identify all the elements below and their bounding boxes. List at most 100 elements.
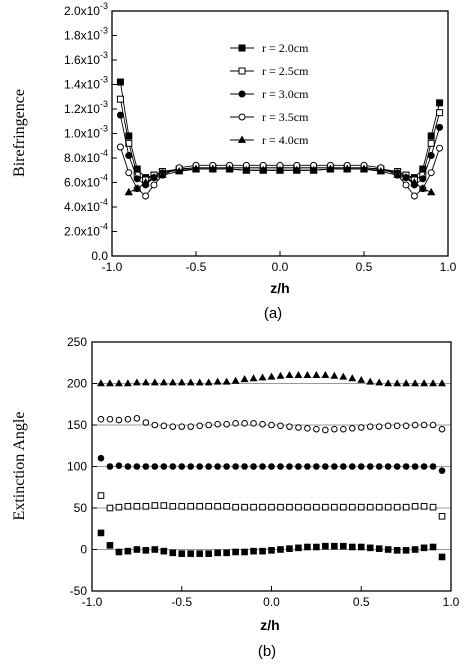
- panel-b-data-point: [402, 503, 410, 511]
- panel-a-data-point: [125, 169, 133, 177]
- panel-a-data-point: [141, 178, 150, 186]
- panel-b-data-point: [348, 503, 356, 511]
- panel-b-label: (b): [258, 643, 276, 660]
- panel-b-data-point: [232, 548, 239, 556]
- panel-b-data-point: [304, 543, 311, 551]
- panel-b-data-point: [438, 553, 446, 561]
- panel-a-data-point: [116, 78, 124, 86]
- panel-b-data-point: [420, 463, 428, 470]
- panel-b-data-point: [340, 425, 347, 433]
- panel-b-data-point: [384, 546, 392, 553]
- panel-b-data-point: [169, 423, 177, 430]
- panel-b-data-point: [411, 503, 419, 510]
- panel-b-data-point: [232, 463, 239, 470]
- panel-b-data-point: [177, 378, 186, 386]
- panel-b-data-point: [259, 420, 266, 428]
- panel-b-data-point: [277, 503, 284, 511]
- panel-a-series-5: [124, 164, 436, 196]
- panel-b-data-point: [160, 422, 168, 430]
- panel-b-data-point: [151, 546, 159, 553]
- panel-a-data-point: [436, 109, 444, 117]
- panel-b-data-point: [331, 503, 338, 511]
- panel-b-data-point: [160, 463, 168, 470]
- panel-b-data-point: [106, 415, 114, 423]
- panel-b-data-point: [322, 426, 329, 434]
- panel-b-data-point: [429, 379, 437, 387]
- panel-a-ytick-label: 1.6x10-3: [64, 50, 108, 67]
- panel-a-data-point: [149, 173, 159, 181]
- panel-b-data-point: [186, 378, 195, 386]
- panel-a-data-point: [292, 165, 301, 174]
- panel-b-data-point: [133, 546, 141, 553]
- panel-b-data-point: [195, 378, 204, 386]
- panel-b-data-point: [160, 502, 168, 509]
- panel-b-data-point: [268, 547, 275, 554]
- panel-b-data-point: [429, 503, 437, 511]
- legend-marker: [238, 44, 246, 52]
- panel-a-data-point: [142, 192, 150, 200]
- panel-b-data-point: [142, 419, 150, 426]
- panel-a-ytick-label: 8.0x10-4: [64, 148, 108, 165]
- panel-b-data-point: [97, 529, 105, 537]
- panel-a-data-point: [242, 165, 251, 174]
- panel-b-data-point: [115, 462, 123, 469]
- panel-b-data-point: [259, 463, 266, 470]
- panel-a-data-point: [436, 99, 444, 107]
- panel-a-label: (a): [264, 305, 282, 322]
- panel-b-data-point: [348, 425, 356, 432]
- panel-b-data-point: [393, 422, 401, 430]
- panel-b-data-point: [357, 503, 365, 511]
- legend-entry: r = 2.5cm: [262, 64, 309, 78]
- panel-b-data-point: [187, 463, 195, 470]
- panel-a: 0.0 2.0x10-4 4.0x10-4 6.0x10-4 8.0x10-4 1.0x1…: [11, 1, 457, 322]
- panel-b-series-1: [97, 529, 446, 561]
- panel-b-xlabel: z/h: [260, 617, 279, 633]
- panel-b-data-point: [312, 370, 321, 378]
- panel-a-xtick-label: 0.5: [356, 260, 373, 274]
- panel-a-data-point: [133, 184, 142, 192]
- panel-a-data-point: [191, 164, 201, 172]
- panel-b-data-point: [169, 549, 177, 557]
- panel-b-data-point: [303, 370, 312, 378]
- legend-marker: [237, 135, 247, 143]
- panel-a-data-point: [116, 143, 124, 151]
- panel-b-data-point: [178, 423, 186, 430]
- panel-b-data-point: [133, 463, 141, 470]
- panel-b-data-point: [97, 379, 105, 387]
- panel-b-data-point: [141, 378, 150, 386]
- panel-b-data-point: [366, 503, 374, 511]
- panel-b-data-point: [286, 463, 293, 470]
- panel-b-data-point: [223, 420, 230, 428]
- panel-b-data-point: [304, 503, 311, 511]
- panel-b-data-point: [178, 463, 186, 470]
- panel-a-ytick-label: 6.0x10-4: [64, 173, 108, 190]
- legend-entry: r = 2.0cm: [262, 41, 309, 55]
- panel-a-xlabel: z/h: [270, 280, 289, 296]
- panel-b-data-point: [402, 463, 410, 470]
- panel-b-data-point: [384, 422, 392, 430]
- panel-b-data-point: [402, 547, 410, 554]
- panel-b-data-point: [160, 547, 168, 555]
- panel-b-data-point: [214, 549, 221, 557]
- panel-b-ytick-label: -50: [70, 584, 88, 598]
- panel-b-data-point: [205, 421, 212, 429]
- panel-b-data-point: [438, 379, 446, 387]
- panel-b-data-point: [232, 420, 239, 427]
- panel-a-data-point: [175, 167, 184, 175]
- panel-b-data-point: [276, 371, 285, 379]
- panel-b-data-point: [331, 463, 338, 470]
- panel-b-data-point: [214, 463, 221, 470]
- panel-b-ytick-label: 150: [67, 418, 87, 432]
- panel-b-data-point: [366, 463, 374, 470]
- panel-b-data-point: [205, 503, 212, 510]
- legend-entry: r = 3.5cm: [262, 110, 309, 124]
- panel-b-data-point: [205, 550, 212, 557]
- panel-b-data-point: [375, 423, 383, 430]
- panel-b-data-point: [115, 548, 123, 556]
- panel-b-data-point: [213, 377, 222, 385]
- panel-b-data-point: [187, 550, 195, 557]
- panel-a-ytick-label: 2.0x10-3: [64, 1, 108, 18]
- panel-b-data-point: [151, 463, 159, 470]
- panel-b-data-point: [322, 503, 329, 511]
